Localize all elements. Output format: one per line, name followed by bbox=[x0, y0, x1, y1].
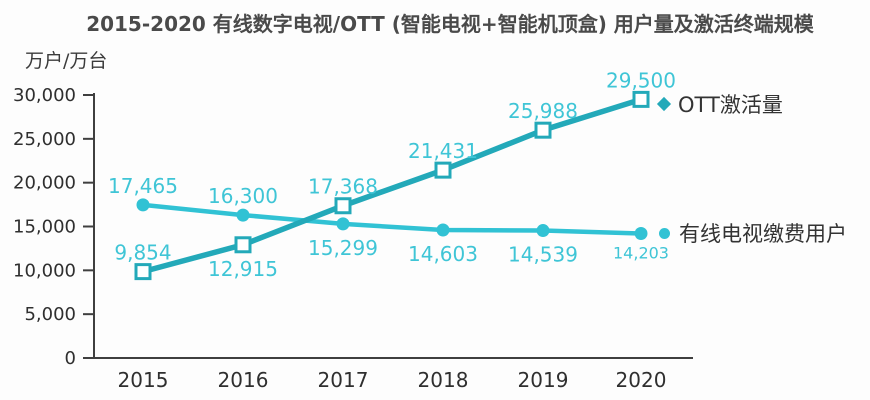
data-label-0-2017: 17,368 bbox=[308, 175, 378, 199]
data-label-1-2018: 14,603 bbox=[408, 242, 478, 266]
y-tick-label: 0 bbox=[65, 348, 76, 369]
y-tick-label: 30,000 bbox=[13, 85, 76, 106]
data-label-1-2020: 14,203 bbox=[613, 243, 669, 262]
data-label-1-2015: 17,465 bbox=[108, 174, 178, 198]
legend-label-ott: OTT激活量 bbox=[678, 93, 783, 117]
x-tick-label: 2016 bbox=[218, 368, 269, 392]
marker-square-2020 bbox=[632, 90, 650, 108]
data-label-1-2017: 15,299 bbox=[308, 236, 378, 260]
marker-circle-2019 bbox=[536, 224, 550, 238]
y-tick-label: 20,000 bbox=[13, 173, 76, 194]
y-tick-label: 15,000 bbox=[13, 217, 76, 238]
marker-circle-2017 bbox=[336, 217, 350, 231]
marker-square-2016 bbox=[234, 236, 252, 254]
x-tick-label: 2015 bbox=[118, 368, 169, 392]
y-tick-label: 25,000 bbox=[13, 129, 76, 150]
data-label-1-2016: 16,300 bbox=[208, 184, 278, 208]
circle-marker-icon bbox=[659, 227, 670, 239]
data-label-1-2019: 14,539 bbox=[508, 243, 578, 267]
legend-label-cable: 有线电视缴费用户 bbox=[679, 222, 847, 246]
x-tick-label: 2020 bbox=[616, 368, 667, 392]
marker-square-2017 bbox=[334, 197, 352, 215]
chart-title: 2015-2020 有线数字电视/OTT (智能电视+智能机顶盒) 用户量及激活… bbox=[86, 12, 814, 36]
x-tick-label: 2019 bbox=[518, 368, 569, 392]
series-line-0 bbox=[140, 96, 644, 275]
data-label-0-2015: 9,854 bbox=[114, 241, 171, 265]
legend-item-ott: OTT激活量 bbox=[656, 91, 783, 117]
marker-circle-2016 bbox=[236, 208, 250, 222]
marker-square-2015 bbox=[134, 263, 152, 281]
marker-circle-2015 bbox=[136, 198, 150, 212]
legend-item-cable: 有线电视缴费用户 bbox=[659, 220, 847, 246]
x-tick-label: 2017 bbox=[318, 368, 369, 392]
y-tick-label: 10,000 bbox=[13, 260, 76, 281]
data-label-0-2016: 12,915 bbox=[208, 257, 278, 281]
data-label-0-2020: 29,500 bbox=[606, 68, 676, 92]
marker-circle-2018 bbox=[436, 223, 450, 237]
y-axis-unit-label: 万户/万台 bbox=[25, 50, 108, 72]
marker-square-2018 bbox=[434, 161, 452, 179]
data-label-0-2019: 25,988 bbox=[508, 99, 578, 123]
data-label-0-2018: 21,431 bbox=[408, 139, 478, 163]
series-line-1 bbox=[140, 202, 644, 236]
y-tick-label: 5,000 bbox=[24, 304, 76, 325]
marker-circle-2020 bbox=[634, 226, 648, 240]
diamond-marker-icon bbox=[656, 96, 672, 112]
marker-square-2019 bbox=[534, 121, 552, 139]
x-tick-label: 2018 bbox=[418, 368, 469, 392]
